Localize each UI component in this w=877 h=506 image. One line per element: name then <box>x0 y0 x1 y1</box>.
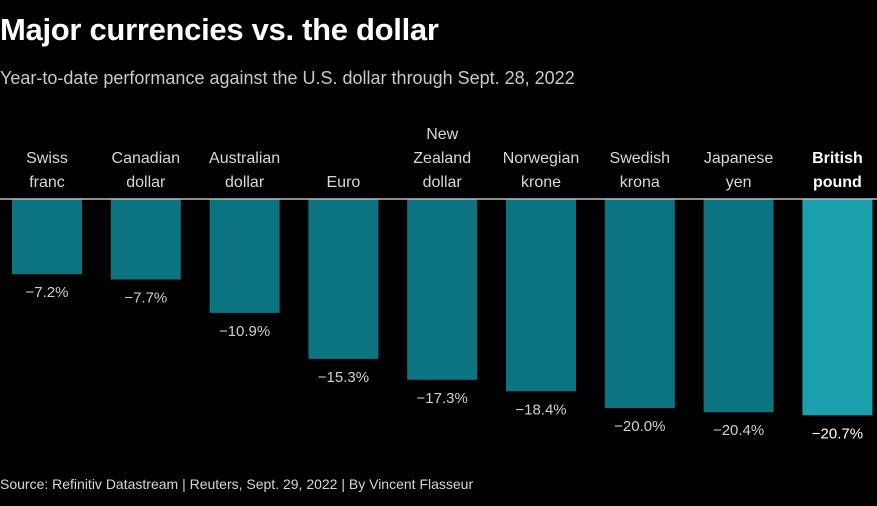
bar-0 <box>12 199 82 275</box>
category-label-4: New Zealand dollar <box>413 126 471 191</box>
bar-1 <box>110 199 181 280</box>
value-label-4: −17.3% <box>417 390 468 407</box>
category-label-3: Euro <box>327 174 361 191</box>
category-label-1: Canadian dollar <box>112 150 181 191</box>
category-label-8: British pound <box>812 150 863 191</box>
source-note: Source: Refinitiv Datastream | Reuters, … <box>0 476 474 492</box>
category-label-5: Norwegian krone <box>503 150 579 191</box>
value-label-2: −10.9% <box>219 323 270 340</box>
value-label-6: −20.0% <box>614 418 665 435</box>
bar-5 <box>506 199 576 392</box>
value-label-8: −20.7% <box>812 425 863 442</box>
bar-6 <box>604 199 675 408</box>
chart-subtitle: Year-to-date performance against the U.S… <box>0 68 575 88</box>
value-label-3: −15.3% <box>318 369 369 386</box>
bar-4 <box>407 199 478 380</box>
bars <box>12 199 873 416</box>
value-labels: −7.2% −7.7% −10.9% −15.3% −17.3% −18.4% −20.0%… <box>26 284 864 442</box>
bar-7 <box>703 199 774 413</box>
category-label-2: Australian dollar <box>209 150 280 191</box>
bar-2 <box>209 199 280 313</box>
category-label-6: Swedish krona <box>610 150 670 191</box>
bar-3 <box>308 199 379 359</box>
value-label-5: −18.4% <box>515 401 566 418</box>
category-label-0: Swiss franc <box>26 150 68 191</box>
chart-title: Major currencies vs. the dollar <box>0 12 439 47</box>
category-label-7: Japanese yen <box>704 150 773 191</box>
value-label-1: −7.7% <box>124 290 167 307</box>
value-label-0: −7.2% <box>26 284 69 301</box>
value-label-7: −20.4% <box>713 422 764 439</box>
bar-8 <box>802 199 873 416</box>
category-labels: Swiss franc Canadian dollar Australian dollar… <box>26 126 863 191</box>
